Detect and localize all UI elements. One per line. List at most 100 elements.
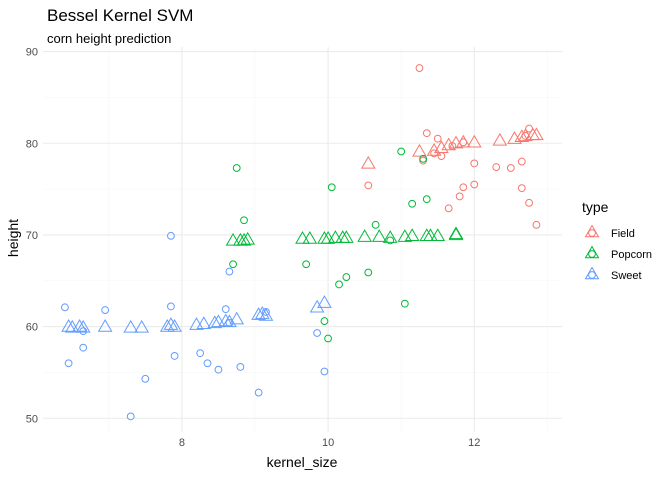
observed-point-popcorn — [400, 299, 409, 308]
predicted-point-popcorn — [225, 232, 241, 246]
x-axis-ticks: 8 10 12 — [179, 437, 481, 449]
chart-subtitle: corn height prediction — [47, 31, 171, 46]
x-axis-title: kernel_size — [267, 454, 338, 470]
observed-point-field — [364, 181, 373, 190]
observed-point-sweet — [214, 365, 223, 374]
predicted-point-popcorn — [397, 229, 413, 242]
observed-point-sweet — [225, 319, 234, 327]
observed-point-sweet — [61, 303, 69, 312]
predicted-point-sweet — [75, 319, 91, 333]
legend-key-triangle — [584, 224, 600, 238]
y-axis-title: height — [5, 219, 21, 257]
observed-point-sweet — [141, 374, 150, 383]
observed-point-field — [444, 204, 453, 213]
observed-point-sweet — [64, 359, 73, 368]
predicted-point-popcorn — [430, 228, 446, 241]
observed-point-field — [422, 129, 431, 138]
predicted-point-popcorn — [240, 231, 256, 245]
legend: type Field Popcorn Sweet — [582, 199, 652, 282]
observed-point-field — [430, 149, 438, 158]
observed-point-popcorn — [232, 164, 241, 172]
observed-point-field — [470, 159, 479, 168]
predicted-point-sweet — [134, 319, 150, 333]
predicted-point-popcorn — [236, 232, 252, 246]
predicted-point-sweet — [196, 316, 212, 329]
legend-label-popcorn: Popcorn — [611, 249, 652, 261]
legend-title: type — [582, 199, 609, 215]
observed-point-sweet — [203, 359, 212, 368]
x-tick-label: 8 — [179, 437, 185, 449]
predicted-point-sweet — [123, 319, 139, 333]
predicted-point-popcorn — [371, 229, 387, 242]
predicted-point-popcorn — [338, 230, 354, 243]
predicted-point-sweet — [254, 306, 270, 319]
predicted-point-popcorn — [423, 228, 438, 241]
observed-point-popcorn — [229, 260, 237, 269]
observed-point-field — [525, 198, 534, 207]
predicted-point-field — [426, 142, 442, 156]
observed-point-field — [492, 163, 501, 171]
observed-point-sweet — [167, 302, 175, 311]
legend-entries: Field Popcorn Sweet — [584, 224, 652, 282]
predicted-point-sweet — [159, 318, 175, 332]
predicted-point-sweet — [163, 317, 179, 330]
predicted-point-sweet — [97, 318, 113, 332]
predicted-point-sweet — [258, 307, 274, 321]
predicted-point-sweet — [309, 299, 325, 313]
predicted-point-popcorn — [357, 229, 373, 242]
observed-point-popcorn — [342, 273, 351, 281]
observed-point-field — [433, 134, 442, 143]
observed-point-popcorn — [397, 147, 406, 156]
x-tick-label: 12 — [468, 437, 480, 449]
observed-point-sweet — [313, 329, 322, 337]
y-tick-label: 70 — [26, 230, 38, 242]
observed-point-field — [415, 64, 424, 72]
predicted-point-sweet — [61, 318, 76, 332]
observed-point-popcorn — [371, 220, 380, 229]
predicted-point-sweet — [229, 311, 245, 325]
predicted-point-field — [412, 143, 427, 157]
observed-point-sweet — [262, 308, 270, 316]
predicted-point-field — [466, 134, 482, 148]
y-tick-label: 80 — [26, 138, 38, 150]
observed-point-sweet — [236, 363, 245, 371]
legend-key-triangle — [584, 266, 600, 280]
observed-point-sweet — [225, 267, 234, 276]
predicted-point-field — [514, 129, 530, 142]
observed-point-field — [517, 157, 526, 166]
observed-point-field — [525, 124, 534, 133]
observed-point-popcorn — [422, 195, 431, 204]
observed-point-sweet — [170, 352, 179, 360]
observed-point-sweet — [167, 231, 175, 240]
observed-point-field — [459, 183, 468, 192]
observed-point-popcorn — [408, 199, 417, 208]
legend-key-triangle — [584, 245, 600, 259]
predicted-point-field — [360, 155, 376, 169]
observed-point-popcorn — [364, 268, 373, 277]
predicted-point-popcorn — [302, 230, 318, 244]
predicted-point-popcorn — [448, 227, 464, 241]
predicted-point-popcorn — [382, 230, 398, 243]
observed-point-field — [455, 192, 464, 201]
predicted-point-popcorn — [404, 228, 420, 241]
predicted-point-field — [529, 127, 544, 141]
legend-key-circle — [588, 229, 596, 237]
observed-point-sweet — [221, 305, 230, 314]
predicted-point-sweet — [218, 313, 234, 327]
observed-point-popcorn — [386, 236, 395, 245]
observed-point-field — [437, 152, 446, 160]
predicted-points-layer — [61, 127, 544, 333]
observed-point-popcorn — [419, 154, 428, 163]
predicted-point-field — [492, 132, 508, 146]
observed-point-field — [470, 180, 479, 189]
observed-point-sweet — [79, 327, 88, 336]
observed-point-popcorn — [335, 280, 343, 289]
predicted-point-sweet — [207, 315, 223, 329]
observed-point-field — [459, 138, 468, 147]
minor-gridlines — [43, 47, 562, 432]
y-tick-label: 60 — [26, 322, 38, 334]
predicted-point-sweet — [167, 318, 182, 332]
observed-point-sweet — [79, 343, 88, 352]
legend-label-field: Field — [611, 228, 635, 240]
